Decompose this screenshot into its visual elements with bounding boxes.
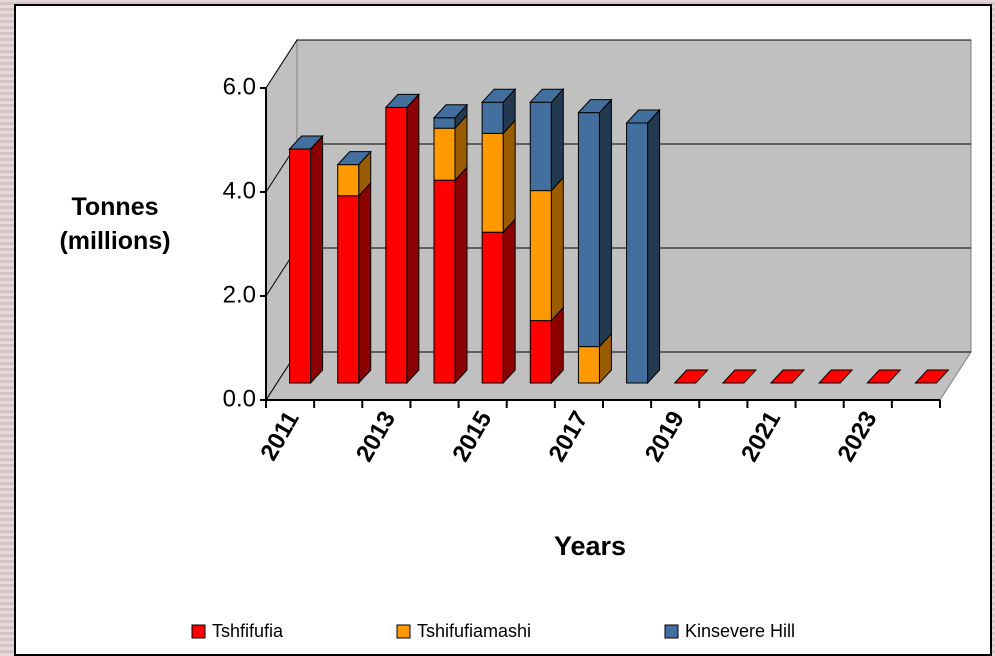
bar-front (529, 190, 552, 322)
bar-segment (385, 93, 420, 385)
y-tick-label: 6.0 (223, 73, 256, 100)
bar-top (769, 369, 806, 384)
bar-segment (626, 108, 661, 385)
bar-front (337, 195, 360, 384)
bar-side (454, 165, 468, 385)
y-tick-label: 4.0 (223, 177, 256, 204)
bar-side (550, 176, 564, 322)
bar-top (673, 369, 709, 384)
bar-segment (481, 87, 516, 135)
bar-side (598, 98, 612, 348)
grid-line (265, 39, 971, 89)
bar-side (502, 119, 516, 234)
legend-swatch (664, 624, 679, 639)
bar-top (384, 93, 420, 108)
bar-segment (433, 113, 468, 182)
bar-segment (289, 134, 324, 385)
bar-top (577, 99, 613, 114)
legend-swatch (191, 624, 206, 639)
bar-top (818, 369, 854, 384)
y-tick-label: 2.0 (223, 281, 256, 308)
x-tick-label: 2017 (544, 407, 594, 467)
y-axis-label: Tonnes (millions) (59, 193, 171, 255)
legend-swatch (396, 624, 411, 639)
bar-side (647, 108, 661, 385)
bar-side (550, 87, 564, 192)
bar-top (481, 88, 517, 103)
bar-segment (529, 176, 564, 322)
bar-top (336, 151, 372, 166)
bar-top (529, 88, 565, 103)
legend-label: Tshifufiamashi (417, 621, 531, 641)
bar-segment (529, 87, 564, 192)
floor (265, 351, 972, 401)
bar-segment (481, 217, 516, 385)
bar-front (289, 148, 312, 384)
x-tick-label: 2015 (447, 407, 497, 467)
x-tick-label: 2013 (351, 407, 401, 467)
bar-side (502, 217, 516, 385)
bar-top (432, 104, 469, 119)
bar-front (626, 122, 649, 384)
bar-side (358, 181, 372, 385)
bar-segment (337, 181, 372, 385)
bar-front (433, 179, 456, 384)
legend-label: Tshfifufia (212, 621, 284, 641)
bar-segment (577, 98, 612, 348)
bar-top (721, 369, 757, 384)
bar-top (625, 109, 661, 124)
bar-segment (481, 119, 516, 234)
bar-front (433, 117, 456, 129)
bar-side (310, 134, 324, 385)
bar-front (529, 101, 552, 192)
bar-front (481, 132, 504, 233)
bar-top (866, 369, 902, 384)
x-tick-label: 2023 (832, 407, 882, 467)
x-tick-label: 2019 (640, 407, 690, 467)
bar-front (481, 231, 504, 384)
bar-top (288, 135, 324, 150)
bar-segment (529, 306, 564, 385)
x-tick-label: 2011 (255, 407, 304, 466)
y-tick-label: 0.0 (223, 385, 256, 412)
bar-front (577, 112, 600, 348)
bar-front (337, 164, 360, 197)
bar-front (433, 127, 456, 181)
bar-segment (577, 332, 612, 385)
bar-front (481, 101, 504, 134)
bar-top (914, 369, 950, 384)
x-axis-label: Years (554, 531, 626, 561)
legend-label: Kinsevere Hill (685, 621, 795, 641)
bar-segment (433, 165, 468, 385)
bar-front (529, 320, 552, 384)
x-tick-label: 2021 (736, 407, 786, 467)
bar-front (577, 346, 600, 384)
bar-front (385, 106, 408, 384)
bar-side (406, 93, 420, 385)
